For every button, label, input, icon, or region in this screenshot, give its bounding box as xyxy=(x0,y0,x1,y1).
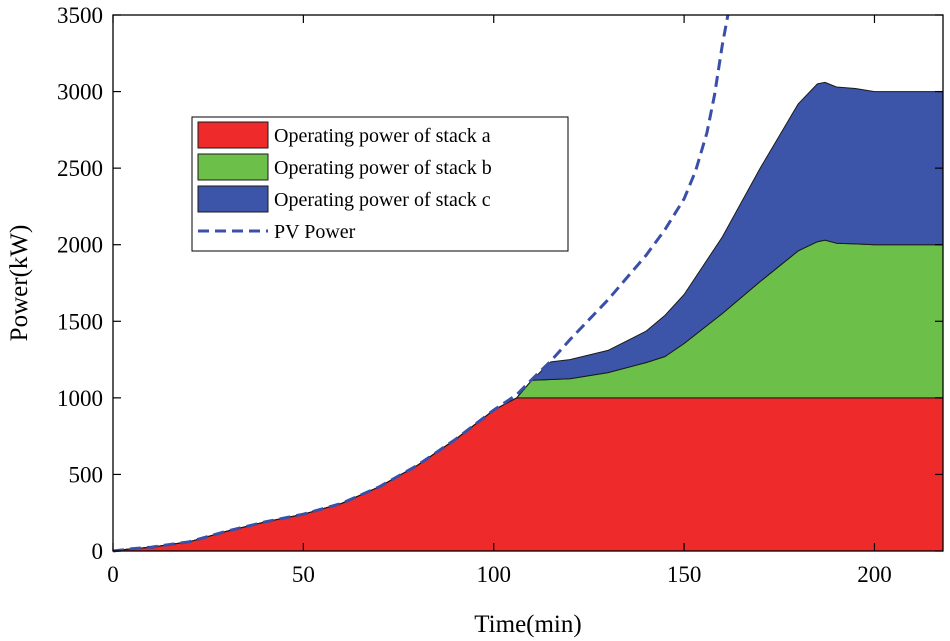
legend-swatch-stack-b xyxy=(197,153,269,181)
legend-label-stack-c: Operating power of stack c xyxy=(274,189,491,211)
legend-label-pv-power: PV Power xyxy=(274,221,356,243)
x-tick-label: 0 xyxy=(107,562,119,587)
x-axis-label: Time(min) xyxy=(474,611,581,638)
axes-box xyxy=(112,14,944,552)
y-tick-label: 1500 xyxy=(57,309,103,334)
y-tick-label: 500 xyxy=(69,462,104,487)
y-tick-label: 3500 xyxy=(57,3,103,28)
x-tick-label: 100 xyxy=(476,562,511,587)
legend: Operating power of stack a Operating powe… xyxy=(191,116,569,252)
y-tick-label: 3000 xyxy=(57,80,103,105)
legend-label-stack-b: Operating power of stack b xyxy=(274,157,492,179)
y-tick-label: 1000 xyxy=(57,386,103,411)
legend-swatch-stack-c xyxy=(197,185,269,213)
y-tick-label: 2000 xyxy=(57,233,103,258)
y-axis-ticks: 0 500 1000 1500 2000 2500 3000 3500 xyxy=(57,3,943,564)
y-tick-label: 0 xyxy=(92,539,104,564)
x-axis-ticks: 0 50 100 150 200 xyxy=(107,15,892,587)
y-tick-label: 2500 xyxy=(57,156,103,181)
legend-swatch-stack-a xyxy=(197,121,269,149)
x-tick-label: 200 xyxy=(857,562,892,587)
x-tick-label: 150 xyxy=(667,562,702,587)
y-axis-label: Power(kW) xyxy=(6,225,33,342)
x-tick-label: 50 xyxy=(292,562,315,587)
legend-label-stack-a: Operating power of stack a xyxy=(274,125,491,147)
